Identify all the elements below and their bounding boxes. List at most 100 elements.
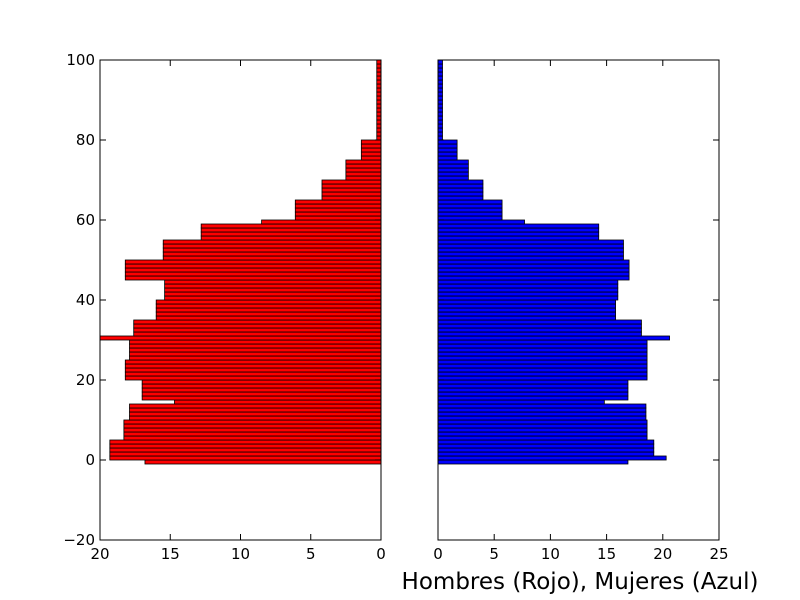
bar-mujeres (437, 423, 648, 429)
bar-hombres (124, 271, 382, 277)
x-tick-label-mujeres: 10 (541, 545, 560, 563)
y-tick-label: −20 (63, 531, 95, 549)
y-tick-label: 80 (76, 131, 95, 149)
bar-hombres (123, 435, 382, 441)
bar-hombres (164, 295, 382, 301)
bar-hombres (162, 251, 382, 257)
bar-mujeres (437, 203, 503, 209)
bar-mujeres (437, 347, 648, 353)
bar-mujeres (437, 267, 630, 273)
bar-hombres (164, 287, 382, 293)
x-tick-label-mujeres: 15 (597, 545, 616, 563)
bar-hombres (109, 439, 382, 445)
bar-mujeres (437, 167, 469, 173)
bar-hombres (376, 135, 382, 141)
bar-hombres (376, 91, 382, 97)
x-tick-label-hombres: 0 (376, 545, 386, 563)
bar-hombres (376, 95, 382, 101)
bar-mujeres (437, 411, 647, 417)
bar-hombres (164, 279, 382, 285)
bar-hombres (376, 87, 382, 93)
bar-mujeres (437, 327, 642, 333)
bar-mujeres (437, 99, 443, 105)
bar-mujeres (437, 399, 605, 405)
bar-mujeres (437, 355, 648, 361)
x-tick-label-hombres: 5 (306, 545, 316, 563)
bar-mujeres (437, 335, 670, 341)
bar-mujeres (437, 159, 469, 165)
bar-hombres (200, 231, 382, 237)
bar-hombres (133, 319, 382, 325)
bar-mujeres (437, 163, 469, 169)
x-tick-label-hombres: 15 (161, 545, 180, 563)
x-tick-label-hombres: 20 (90, 545, 109, 563)
bar-mujeres (437, 403, 647, 409)
bar-hombres (123, 423, 382, 429)
bar-hombres (141, 383, 382, 389)
bar-mujeres (437, 251, 624, 257)
bar-mujeres (437, 147, 458, 153)
bar-mujeres (437, 299, 616, 305)
bar-hombres (162, 243, 382, 249)
bar-mujeres (437, 407, 647, 413)
bar-hombres (345, 167, 382, 173)
bar-hombres (155, 307, 382, 313)
x-tick-label-hombres: 10 (231, 545, 250, 563)
bar-hombres (109, 447, 382, 453)
bar-hombres (321, 187, 382, 193)
bar-mujeres (437, 275, 630, 281)
bar-mujeres (437, 391, 629, 397)
bar-hombres (123, 419, 382, 425)
bar-mujeres (437, 367, 648, 373)
bar-mujeres (437, 263, 630, 269)
bar-mujeres (437, 227, 600, 233)
bar-hombres (109, 443, 382, 449)
x-tick-label-mujeres: 0 (433, 545, 443, 563)
bar-hombres (321, 195, 382, 201)
bar-mujeres (437, 259, 630, 265)
bar-hombres (294, 207, 382, 213)
bar-hombres (376, 63, 382, 69)
bar-hombres (360, 155, 382, 161)
bar-hombres (141, 395, 382, 401)
y-tick-label: 100 (66, 51, 95, 69)
bar-hombres (376, 119, 382, 125)
bar-hombres (155, 311, 382, 317)
bar-hombres (376, 103, 382, 109)
bar-hombres (261, 219, 382, 225)
bar-hombres (144, 459, 382, 465)
bar-hombres (123, 431, 382, 437)
bar-hombres (155, 299, 382, 305)
bar-hombres (360, 147, 382, 153)
bar-mujeres (437, 439, 655, 445)
bar-hombres (200, 223, 382, 229)
bar-mujeres (437, 447, 655, 453)
bar-mujeres (437, 239, 624, 245)
bar-mujeres (437, 219, 525, 225)
bar-mujeres (437, 179, 484, 185)
bar-mujeres (437, 83, 443, 89)
bar-mujeres (437, 255, 624, 261)
bar-mujeres (437, 123, 443, 129)
bar-mujeres (437, 307, 616, 313)
bar-mujeres (437, 171, 469, 177)
bar-hombres (129, 403, 382, 409)
bar-hombres (129, 407, 382, 413)
bar-mujeres (437, 351, 648, 357)
y-tick-label: 20 (76, 371, 95, 389)
bar-mujeres (437, 183, 484, 189)
bar-hombres (129, 411, 382, 417)
bar-hombres (141, 387, 382, 393)
bar-mujeres (437, 387, 629, 393)
bar-mujeres (437, 295, 619, 301)
x-axis-label: Hombres (Rojo), Mujeres (Azul) (402, 569, 759, 595)
bar-mujeres (437, 415, 647, 421)
bar-hombres (321, 183, 382, 189)
bar-hombres (321, 191, 382, 197)
bar-mujeres (437, 419, 648, 425)
bar-hombres (376, 67, 382, 73)
bar-hombres (376, 107, 382, 113)
bar-hombres (129, 355, 382, 361)
